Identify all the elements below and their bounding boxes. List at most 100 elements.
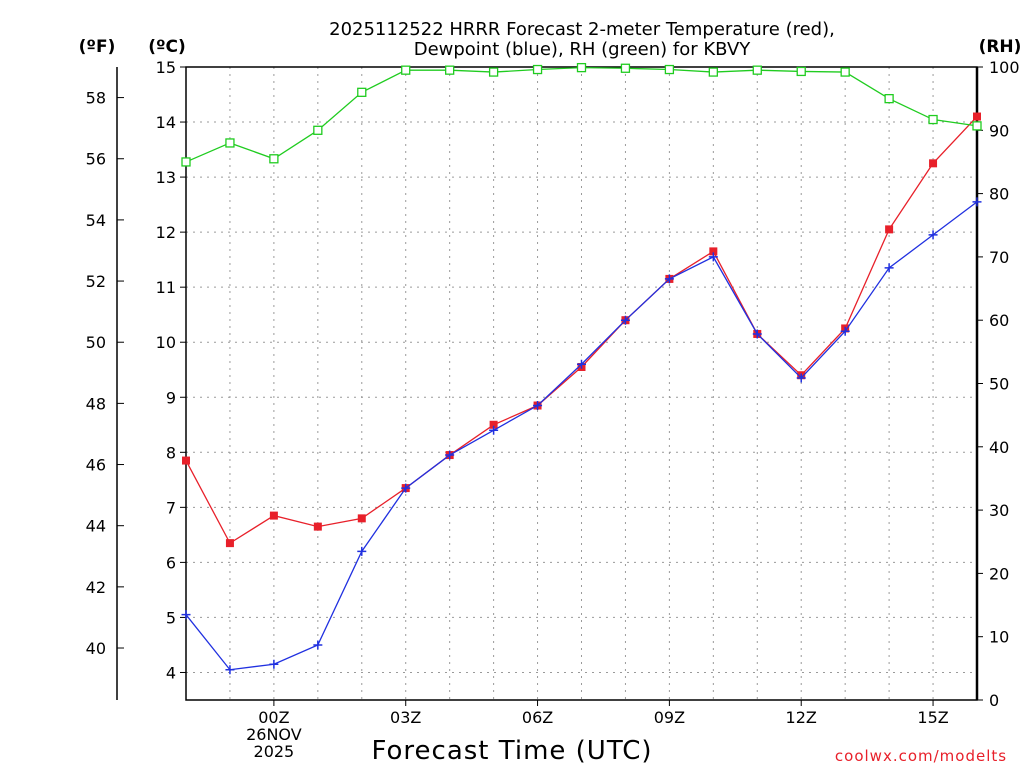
- rh-tick-label: 40: [989, 438, 1009, 457]
- rh-point: [840, 67, 850, 77]
- temperature-point: [885, 225, 894, 234]
- dewpoint-point: [796, 373, 806, 383]
- temperature-point: [182, 456, 190, 465]
- fahrenheit-tick-label: 52: [86, 272, 106, 291]
- temperature-point: [929, 159, 938, 168]
- dewpoint-point: [313, 640, 323, 650]
- x-tick-label: 03Z: [390, 708, 421, 727]
- rh-tick-label: 10: [989, 628, 1009, 647]
- rh-point: [884, 94, 894, 104]
- dewpoint-point: [445, 450, 455, 460]
- dewpoint-point: [708, 252, 718, 262]
- rh-point: [620, 63, 631, 73]
- celsius-tick-label: 12: [156, 223, 176, 242]
- celsius-tick-label: 7: [166, 498, 176, 517]
- rh-tick-label: 90: [989, 121, 1009, 140]
- rh-point: [576, 62, 587, 73]
- fahrenheit-unit-label: (ºF): [79, 37, 116, 57]
- rh-point: [313, 125, 323, 135]
- fahrenheit-tick-label: 40: [86, 639, 106, 658]
- fahrenheit-tick-label: 56: [86, 150, 106, 169]
- dewpoint-point: [620, 315, 630, 325]
- dewpoint-point: [752, 329, 762, 339]
- celsius-tick-label: 5: [166, 608, 176, 627]
- fahrenheit-tick-label: 50: [86, 333, 106, 352]
- rh-tick-label: 60: [989, 311, 1009, 330]
- rh-point: [752, 65, 762, 75]
- rh-point: [664, 64, 675, 75]
- temperature-point: [225, 539, 234, 548]
- grid-lines: [185, 66, 978, 700]
- dewpoint-point: [972, 197, 982, 207]
- rh-point: [708, 67, 718, 77]
- dewpoint-point: [884, 263, 894, 273]
- dewpoint-point: [533, 401, 543, 411]
- celsius-tick-label: 11: [156, 278, 176, 297]
- dewpoint-point: [840, 326, 850, 336]
- temperature-point: [709, 247, 718, 256]
- dewpoint-point: [357, 546, 367, 556]
- rh-point: [401, 65, 411, 75]
- dewpoint-point: [928, 230, 938, 240]
- temperature-point: [269, 511, 278, 520]
- rh-tick-label: 70: [989, 248, 1009, 267]
- x-tick-label: 2025: [254, 742, 295, 761]
- temperature-point: [973, 112, 981, 121]
- chart-title-line-1: 2025112522 HRRR Forecast 2-meter Tempera…: [329, 19, 835, 40]
- x-tick-label: 06Z: [522, 708, 553, 727]
- rh-tick-label: 50: [989, 375, 1009, 394]
- axes: 4567891011121314154042444648505254565801…: [86, 58, 1020, 761]
- rh-point: [269, 154, 279, 164]
- series-rh: [181, 62, 982, 167]
- fahrenheit-tick-label: 58: [86, 89, 106, 108]
- celsius-tick-label: 13: [156, 168, 176, 187]
- rh-tick-label: 80: [989, 185, 1009, 204]
- fahrenheit-tick-label: 48: [86, 394, 106, 413]
- rh-tick-label: 30: [989, 501, 1009, 520]
- celsius-tick-label: 15: [156, 58, 176, 77]
- dewpoint-point: [269, 659, 279, 669]
- celsius-unit-label: (ºC): [148, 37, 186, 57]
- dewpoint-point: [401, 483, 411, 493]
- dewpoint-point: [664, 274, 674, 284]
- rh-tick-label: 100: [989, 58, 1020, 77]
- celsius-tick-label: 10: [156, 333, 176, 352]
- x-tick-label: 15Z: [917, 708, 948, 727]
- credit-link[interactable]: coolwx.com/modelts: [835, 747, 1007, 765]
- rh-point: [488, 67, 499, 77]
- rh-point: [928, 114, 938, 125]
- x-tick-label: 00Z: [258, 708, 289, 727]
- fahrenheit-tick-label: 54: [86, 211, 106, 230]
- rh-point: [181, 157, 191, 167]
- rh-point: [445, 65, 455, 75]
- fahrenheit-tick-label: 42: [86, 578, 106, 597]
- dewpoint-point: [225, 665, 235, 675]
- rh-tick-label: 0: [989, 691, 999, 710]
- rh-point: [225, 138, 235, 148]
- dewpoint-point: [577, 359, 586, 369]
- series-dewpoint: [181, 197, 982, 675]
- celsius-tick-label: 14: [156, 113, 176, 132]
- celsius-tick-label: 8: [166, 443, 176, 462]
- rh-point: [532, 64, 543, 75]
- celsius-tick-label: 4: [166, 663, 176, 682]
- rh-point: [796, 66, 806, 77]
- rh-point: [972, 121, 982, 131]
- x-tick-label: 26NOV: [246, 725, 302, 744]
- temperature-point: [489, 420, 498, 429]
- x-tick-label: 12Z: [786, 708, 817, 727]
- chart-title-line-2: Dewpoint (blue), RH (green) for KBVY: [414, 39, 752, 60]
- temperature-point: [357, 514, 366, 523]
- rh-tick-label: 20: [989, 564, 1009, 583]
- temperature-point: [313, 522, 322, 531]
- data-series: [181, 62, 982, 675]
- rh-unit-label: (RH): [979, 37, 1022, 57]
- dewpoint-point: [181, 610, 191, 620]
- celsius-tick-label: 9: [166, 388, 176, 407]
- x-tick-label: 09Z: [654, 708, 685, 727]
- fahrenheit-tick-label: 44: [86, 517, 106, 536]
- rh-point: [357, 87, 367, 97]
- celsius-tick-label: 6: [166, 553, 176, 572]
- dewpoint-point: [489, 425, 499, 435]
